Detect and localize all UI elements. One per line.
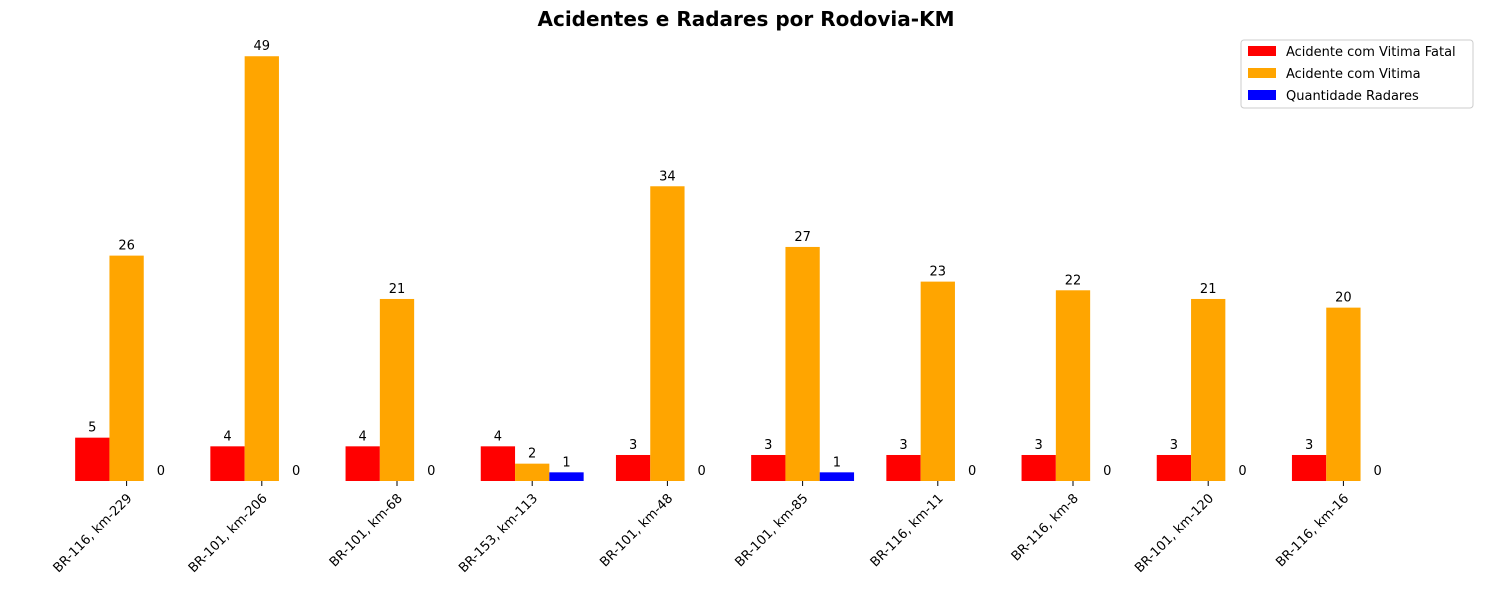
bar-value-label: 0 [698,464,706,479]
legend-entry-label: Acidente com Vitima Fatal [1286,45,1456,60]
bar [379,298,415,481]
bar-value-label: 4 [494,429,502,444]
legend: Acidente com Vitima Fatal Acidente com Vi… [1240,39,1474,109]
bar-value-label: 27 [794,230,811,245]
bar-value-label: 3 [1170,438,1178,453]
bar-value-label: 1 [562,455,570,470]
x-tick-label: BR-116, km-229 [51,491,136,576]
bar-value-label: 0 [968,464,976,479]
bar-value-label: 0 [292,464,300,479]
bar [210,446,245,481]
bar-value-label: 49 [254,39,271,54]
bar [244,56,279,482]
x-tick-label: BR-101, km-120 [1132,491,1217,576]
bar-value-label: 20 [1335,291,1352,306]
bar-value-label: 3 [1305,438,1313,453]
legend-entry-label: Acidente com Vitima [1286,67,1421,82]
bar-value-label: 3 [629,438,637,453]
x-tick-label: BR-101, km-68 [327,491,406,570]
bar-value-label: 5 [88,421,96,436]
bar-value-label: 23 [930,265,947,280]
bar [920,281,955,481]
bar-value-label: 0 [1103,464,1111,479]
bar-value-label: 0 [427,464,435,479]
bar-value-label: 0 [1238,464,1246,479]
x-tick-label: BR-101, km-85 [732,491,811,570]
bar-value-label: 22 [1065,273,1082,288]
bar [515,463,550,481]
legend-swatch [1248,46,1276,56]
bar-value-label: 21 [389,282,406,297]
bar-value-label: 4 [223,429,231,444]
bar [75,437,110,481]
bar [109,255,144,481]
bar [751,454,786,481]
x-tick-label: BR-116, km-8 [1009,491,1082,564]
legend-swatch [1248,90,1276,100]
bar-value-label: 0 [1374,464,1382,479]
bar [480,446,516,481]
bar-value-label: 3 [764,438,772,453]
x-tick-label: BR-116, km-16 [1273,491,1352,570]
bar-value-label: 21 [1200,282,1217,297]
bar [1156,454,1192,481]
bar [1021,454,1056,481]
bar [1291,454,1327,481]
bar [1055,290,1091,481]
bar [549,472,584,481]
x-tick-label: BR-101, km-206 [186,491,271,576]
bar-value-label: 0 [157,464,165,479]
x-tick-label: BR-153, km-113 [456,491,541,576]
bar-value-label: 26 [118,239,135,254]
x-axis-ticks: BR-116, km-229 BR-101, km-206 BR-101, km-6… [51,481,1352,576]
bar [650,186,685,481]
bar [886,454,921,481]
bar-value-label: 4 [359,429,367,444]
bar-value-label: 1 [833,455,841,470]
bar [1191,298,1226,481]
x-tick-label: BR-101, km-48 [597,491,676,570]
bar-value-label: 3 [1035,438,1043,453]
bar [819,472,855,481]
legend-swatch [1248,68,1276,78]
bar [785,246,820,481]
bar-value-label: 3 [899,438,907,453]
x-tick-label: BR-116, km-11 [868,491,947,570]
bar-value-label: 34 [659,169,676,184]
bar-value-label: 2 [528,447,536,462]
bar [615,454,651,481]
bars-group [75,56,1361,482]
legend-entry-label: Quantidade Radares [1286,89,1419,104]
bar [345,446,380,481]
chart-title: Acidentes e Radares por Rodovia-KM [537,7,954,31]
legend-frame [1240,39,1474,109]
bar [1326,307,1361,481]
